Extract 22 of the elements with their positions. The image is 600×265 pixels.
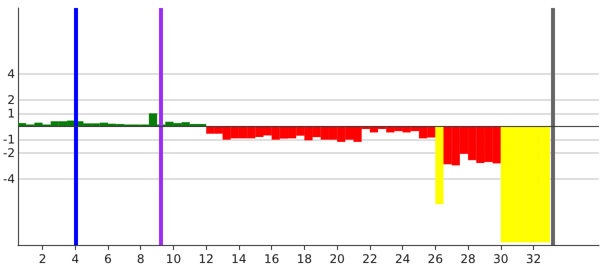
- x-tick-label: 12: [198, 252, 214, 265]
- x-tick-label: 4: [71, 252, 80, 265]
- x-tick-label: 10: [166, 252, 182, 265]
- y-tick-label: 1: [7, 106, 15, 120]
- x-tick-label: 2: [38, 252, 46, 265]
- x-tick-label: 18: [296, 252, 312, 265]
- y-tick-label: -1: [2, 132, 15, 147]
- x-tick-label: 8: [136, 252, 145, 265]
- x-tick-label: 26: [428, 252, 443, 265]
- x-tick-label: 14: [231, 252, 247, 265]
- x-tick-label: 22: [362, 252, 378, 265]
- y-tick-label: -2: [2, 146, 15, 160]
- x-tick-label: 32: [526, 252, 542, 265]
- x-tick-label: 24: [394, 252, 410, 265]
- y-tick-label: 2: [7, 93, 15, 108]
- y-tick-label: 4: [7, 66, 15, 81]
- x-tick-label: 28: [460, 252, 476, 265]
- x-tick-label: 16: [264, 252, 280, 265]
- x-tick-label: 20: [329, 252, 345, 265]
- x-tick-label: 6: [104, 252, 112, 265]
- x-tick-label: 30: [493, 252, 508, 265]
- y-tick-label: -4: [2, 172, 15, 186]
